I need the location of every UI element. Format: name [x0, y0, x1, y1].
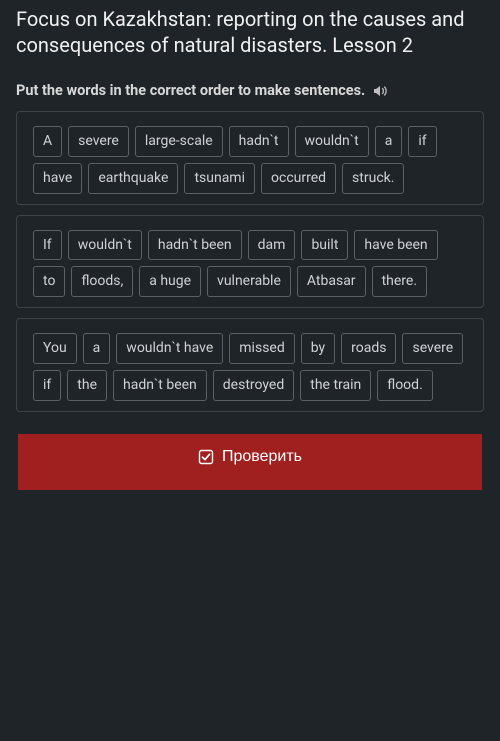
- word-bank: Ifwouldn`thadn`t beendambuilthave been to…: [33, 230, 467, 298]
- word-chip[interactable]: wouldn`t: [68, 230, 142, 261]
- word-chip[interactable]: roads: [341, 333, 396, 364]
- word-chip[interactable]: there.: [372, 266, 427, 297]
- word-chip[interactable]: tsunami: [184, 163, 255, 194]
- word-chip[interactable]: to: [33, 266, 65, 297]
- lesson-title: Focus on Kazakhstan: reporting on the ca…: [16, 6, 484, 58]
- check-button-label: Проверить: [222, 448, 302, 466]
- word-chip[interactable]: hadn`t been: [148, 230, 242, 261]
- word-chip[interactable]: wouldn`t: [295, 126, 369, 157]
- word-chip[interactable]: a: [375, 126, 403, 157]
- sentences-container: Aseverelarge-scalehadn`twouldn`taifhavee…: [16, 111, 484, 412]
- word-chip[interactable]: large-scale: [135, 126, 223, 157]
- word-chip[interactable]: by: [301, 333, 335, 364]
- sentence-box: Aseverelarge-scalehadn`twouldn`taif havee…: [16, 111, 484, 205]
- word-chip[interactable]: dam: [248, 230, 296, 261]
- word-chip[interactable]: a huge: [139, 266, 201, 297]
- word-chip[interactable]: the: [67, 370, 107, 401]
- word-chip[interactable]: wouldn`t have: [116, 333, 223, 364]
- word-chip[interactable]: occurred: [261, 163, 336, 194]
- word-chip[interactable]: floods,: [71, 266, 133, 297]
- word-chip[interactable]: if: [33, 370, 61, 401]
- word-chip[interactable]: earthquake: [88, 163, 178, 194]
- word-chip[interactable]: struck.: [342, 163, 404, 194]
- task-instructions: Put the words in the correct order to ma…: [16, 82, 484, 99]
- word-chip[interactable]: You: [33, 333, 77, 364]
- word-chip[interactable]: the train: [300, 370, 371, 401]
- word-bank: Youawouldn`t havemissedbyroadssevereifth…: [33, 333, 467, 401]
- word-chip[interactable]: a: [83, 333, 111, 364]
- word-chip[interactable]: If: [33, 230, 62, 261]
- check-button[interactable]: Проверить: [18, 434, 482, 490]
- sentence-box: Youawouldn`t havemissedbyroadssevereifth…: [16, 318, 484, 412]
- word-chip[interactable]: have been: [354, 230, 437, 261]
- audio-icon[interactable]: [373, 84, 389, 98]
- word-chip[interactable]: built: [301, 230, 348, 261]
- check-icon: [198, 449, 214, 465]
- word-chip[interactable]: Atbasar: [297, 266, 366, 297]
- word-chip[interactable]: vulnerable: [207, 266, 291, 297]
- instructions-text: Put the words in the correct order to ma…: [16, 82, 365, 99]
- word-chip[interactable]: have: [33, 163, 82, 194]
- word-chip[interactable]: hadn`t: [229, 126, 289, 157]
- word-chip[interactable]: missed: [229, 333, 294, 364]
- word-chip[interactable]: severe: [68, 126, 129, 157]
- word-chip[interactable]: flood.: [377, 370, 433, 401]
- word-chip[interactable]: destroyed: [213, 370, 294, 401]
- word-chip[interactable]: hadn`t been: [113, 370, 207, 401]
- sentence-box: Ifwouldn`thadn`t beendambuilthave been to…: [16, 215, 484, 309]
- word-chip[interactable]: severe: [402, 333, 463, 364]
- word-bank: Aseverelarge-scalehadn`twouldn`taif havee…: [33, 126, 467, 194]
- word-chip[interactable]: A: [33, 126, 62, 157]
- word-chip[interactable]: if: [408, 126, 436, 157]
